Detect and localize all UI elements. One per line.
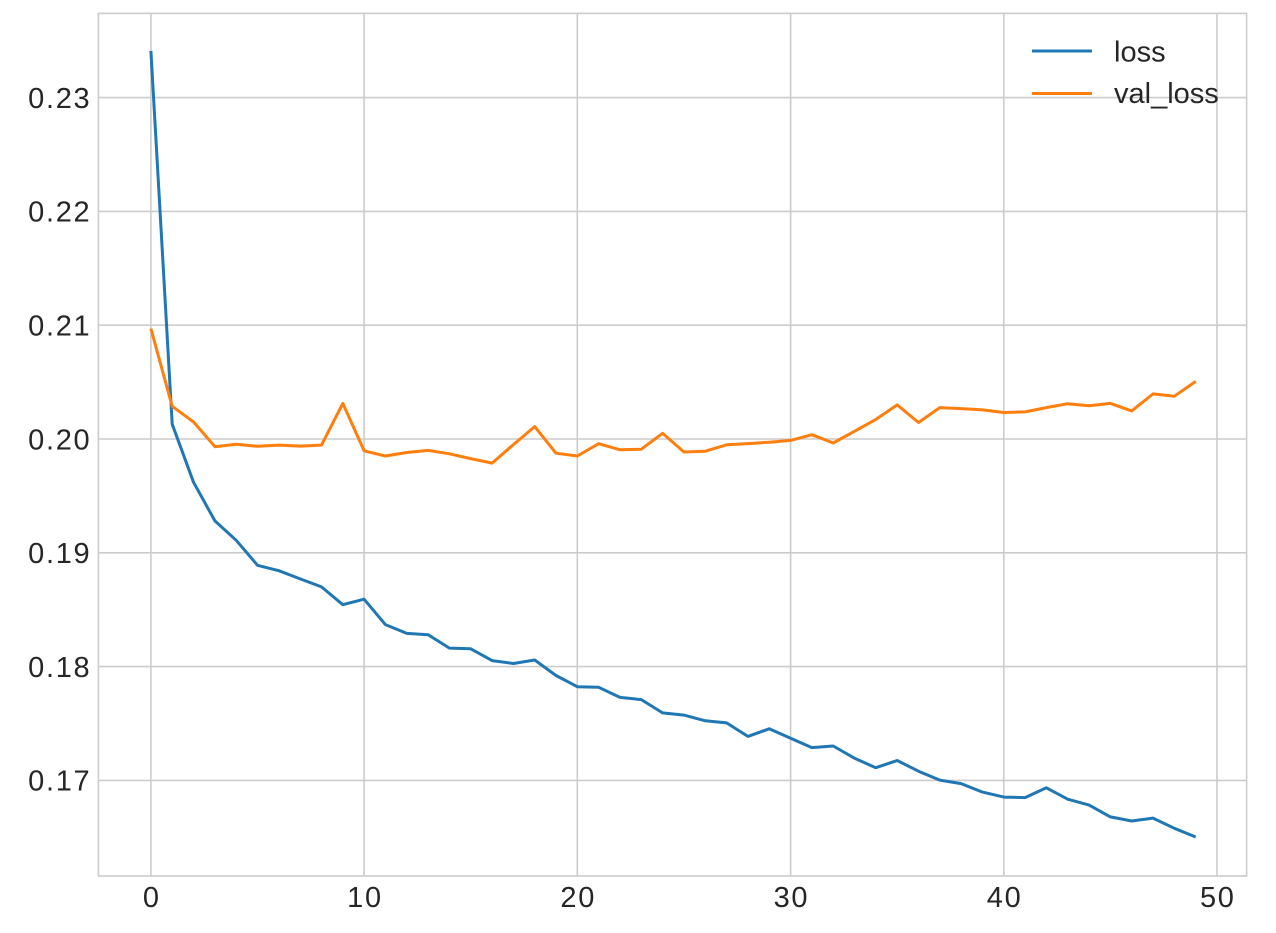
svg-text:10: 10 xyxy=(347,882,383,914)
svg-text:0.18: 0.18 xyxy=(28,652,91,684)
svg-text:val_loss: val_loss xyxy=(1114,78,1219,110)
svg-text:30: 30 xyxy=(774,882,810,914)
svg-text:0.19: 0.19 xyxy=(28,538,91,570)
svg-text:0.17: 0.17 xyxy=(28,766,91,798)
svg-text:0.23: 0.23 xyxy=(28,83,91,115)
svg-text:loss: loss xyxy=(1114,37,1166,69)
svg-text:20: 20 xyxy=(560,882,596,914)
svg-text:0: 0 xyxy=(143,882,161,914)
svg-text:40: 40 xyxy=(987,882,1023,914)
svg-text:0.21: 0.21 xyxy=(28,311,91,343)
svg-text:50: 50 xyxy=(1200,882,1236,914)
svg-text:0.22: 0.22 xyxy=(28,197,91,229)
svg-text:0.20: 0.20 xyxy=(28,424,91,456)
